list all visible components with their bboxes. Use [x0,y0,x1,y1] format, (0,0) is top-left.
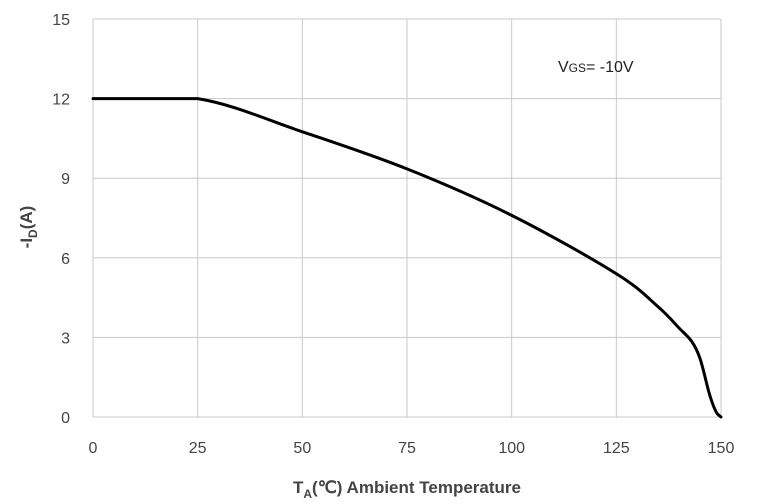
y-tick-label: 9 [61,171,70,188]
x-axis-title: TA(℃) Ambient Temperature [293,478,521,501]
y-tick-label: 0 [61,410,70,427]
x-tick-label: 100 [498,440,525,457]
annotation: VGS= -10V [558,59,634,76]
y-tick-label: 3 [61,330,70,347]
y-tick-labels: 0 3 6 9 12 15 [52,12,70,427]
grid [92,18,722,418]
x-tick-label: 125 [603,440,630,457]
y-tick-label: 15 [52,12,70,29]
series-layer [91,97,723,419]
y-axis-title: -ID(A) [17,206,40,249]
x-tick-label: 0 [89,440,98,457]
x-tick-labels: 0 25 50 75 100 125 150 [89,440,735,457]
series-line [91,97,723,419]
x-tick-label: 50 [293,440,311,457]
x-tick-label: 25 [189,440,207,457]
x-tick-label: 150 [708,440,735,457]
y-tick-label: 12 [52,92,70,109]
x-tick-label: 75 [398,440,416,457]
y-tick-label: 6 [61,251,70,268]
